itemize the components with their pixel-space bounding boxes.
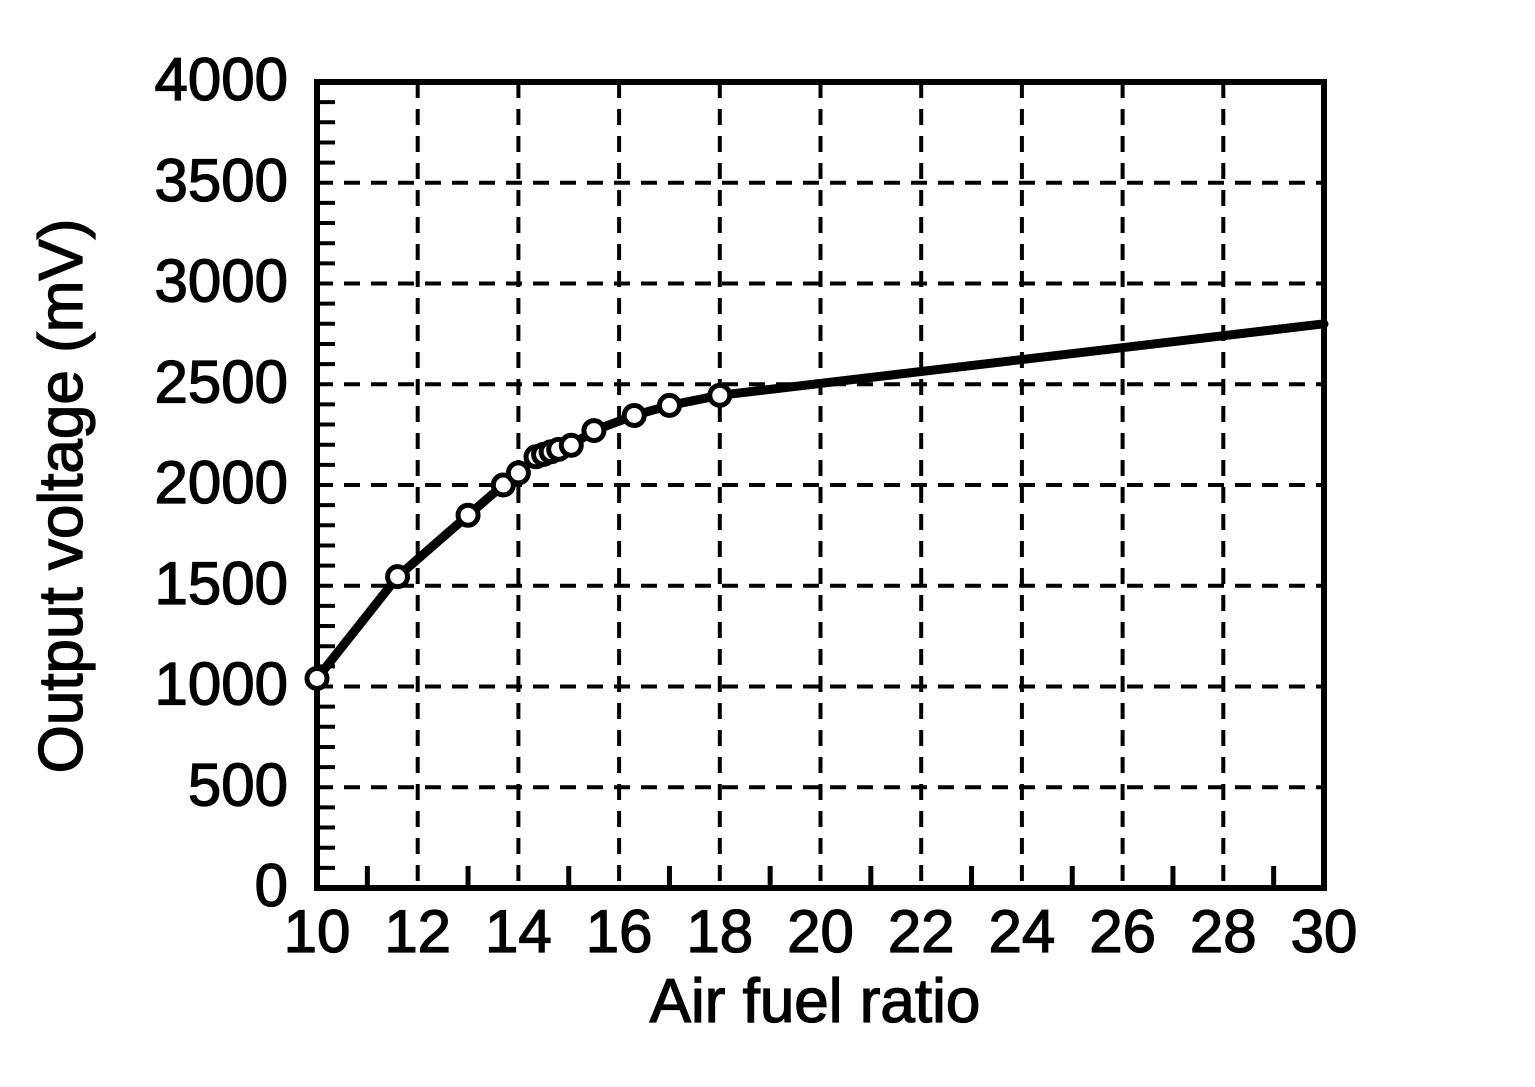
data-point-marker xyxy=(304,665,330,691)
x-tick-label-26: 26 xyxy=(1089,898,1156,965)
x-axis-title: Air fuel ratio xyxy=(650,967,981,1036)
y-tick-label-0: 0 xyxy=(255,852,288,919)
x-tick-label-10: 10 xyxy=(284,898,351,965)
x-tick-label-18: 18 xyxy=(686,898,753,965)
x-tick-label-28: 28 xyxy=(1190,898,1257,965)
y-tick-label-4000: 4000 xyxy=(155,46,288,113)
x-tick-label-16: 16 xyxy=(586,898,653,965)
y-tick-label-2500: 2500 xyxy=(155,348,288,415)
data-point-marker xyxy=(558,432,584,458)
x-tick-label-20: 20 xyxy=(787,898,854,965)
y-tick-label-2000: 2000 xyxy=(155,449,288,516)
data-point-marker xyxy=(656,392,682,418)
x-tick-label-14: 14 xyxy=(485,898,552,965)
y-tick-label-1000: 1000 xyxy=(155,651,288,718)
data-point-marker xyxy=(581,418,607,444)
x-tick-label-22: 22 xyxy=(888,898,955,965)
x-tick-label-24: 24 xyxy=(989,898,1056,965)
plot-border xyxy=(314,79,1327,891)
y-tick-label-3500: 3500 xyxy=(155,147,288,214)
data-point-marker xyxy=(707,382,733,408)
y-axis-title: Output voltage (mV) xyxy=(27,219,96,774)
x-tick-label-30: 30 xyxy=(1291,898,1358,965)
y-tick-label-1500: 1500 xyxy=(155,550,288,617)
y-tick-label-3000: 3000 xyxy=(155,248,288,315)
x-tick-label-12: 12 xyxy=(384,898,451,965)
y-tick-label-500: 500 xyxy=(188,751,288,818)
data-point-marker xyxy=(455,502,481,528)
data-point-marker xyxy=(505,460,531,486)
data-point-marker xyxy=(621,402,647,428)
data-point-marker xyxy=(385,564,411,590)
